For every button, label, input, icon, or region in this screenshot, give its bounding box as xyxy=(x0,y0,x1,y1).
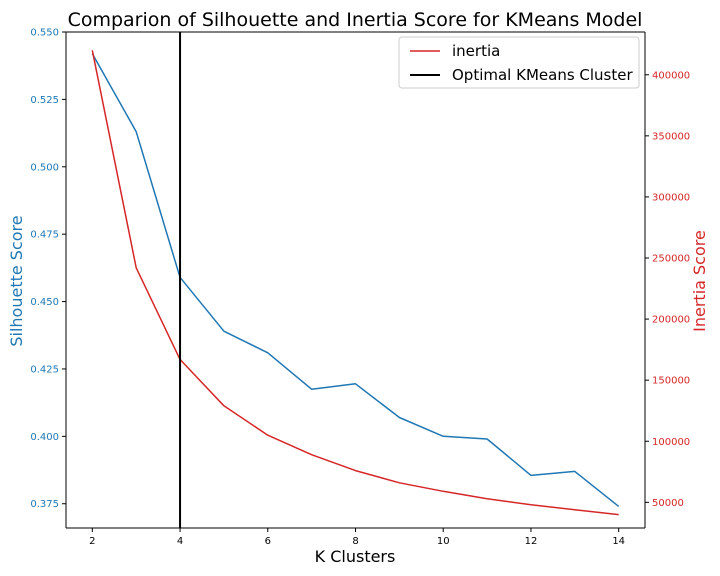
y-left-tick-label: 0.550 xyxy=(30,28,59,39)
x-tick-label: 8 xyxy=(352,536,358,547)
y-left-tick-label: 0.400 xyxy=(30,432,59,443)
y-axis-label-left: Silhouette Score xyxy=(7,215,26,346)
y-right-tick-label: 150000 xyxy=(652,376,690,387)
chart-title: Comparion of Silhouette and Inertia Scor… xyxy=(68,9,643,31)
y-right-tick-label: 200000 xyxy=(652,315,690,326)
legend: inertia Optimal KMeans Cluster xyxy=(398,36,640,89)
series-line-inertia xyxy=(91,50,619,516)
y-left-tick-label: 0.450 xyxy=(30,297,59,308)
y-right-tick-label: 50000 xyxy=(652,498,684,509)
x-tick-label: 14 xyxy=(612,536,625,547)
x-tick-label: 10 xyxy=(437,536,450,547)
plot-area xyxy=(65,31,646,529)
y-axis-label-right: Inertia Score xyxy=(690,230,709,332)
y-right-tick-label: 100000 xyxy=(652,437,690,448)
x-tick-label: 12 xyxy=(525,536,538,547)
series-line-silhouette xyxy=(91,53,620,507)
x-tick-label: 2 xyxy=(89,536,95,547)
axis-ticks: 2 4 6 8 10 12 14 0.375 0.400 0.425 0.450 0.475 0.500… xyxy=(30,28,690,548)
y-left-tick-label: 0.425 xyxy=(30,364,59,375)
legend-label-optimal-cluster: Optimal KMeans Cluster xyxy=(452,66,633,84)
x-tick-label: 4 xyxy=(177,536,183,547)
y-left-tick-label: 0.525 xyxy=(30,95,59,106)
legend-label-inertia: inertia xyxy=(452,42,500,60)
y-left-tick-label: 0.475 xyxy=(30,230,59,241)
y-left-tick-label: 0.500 xyxy=(30,162,59,173)
legend-box xyxy=(398,36,640,89)
y-right-tick-label: 250000 xyxy=(652,254,690,265)
y-right-tick-label: 400000 xyxy=(652,70,690,81)
x-axis-label: K Clusters xyxy=(315,547,396,566)
y-right-tick-label: 300000 xyxy=(652,192,690,203)
y-left-tick-label: 0.375 xyxy=(30,499,59,510)
y-right-tick-label: 350000 xyxy=(652,131,690,142)
x-tick-label: 6 xyxy=(265,536,271,547)
